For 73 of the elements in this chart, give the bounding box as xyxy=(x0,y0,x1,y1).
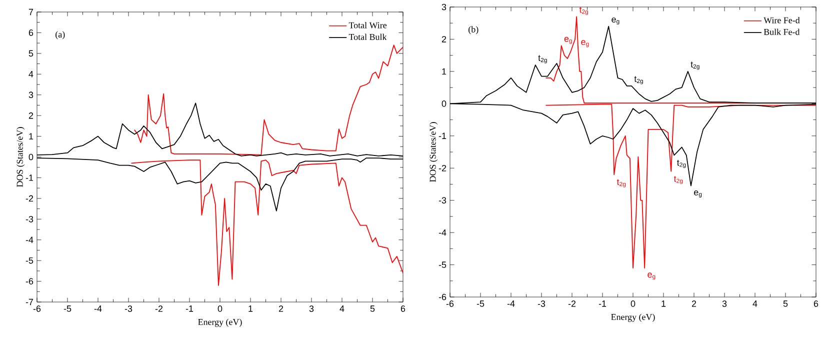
y-axis-title: DOS (States/eV) xyxy=(430,122,438,182)
x-tick-label: -1 xyxy=(598,300,606,307)
y-tick-label: 2 xyxy=(28,112,34,119)
annotation: e$_{g}$ xyxy=(612,18,620,25)
y-tick-label: 6 xyxy=(28,30,34,36)
x-tick-label: 1 xyxy=(248,306,253,312)
x-tick-label: -6 xyxy=(446,300,454,307)
x-tick-label: 6 xyxy=(400,306,406,312)
x-tick-label: 3 xyxy=(309,306,314,312)
y-tick-label: 2 xyxy=(442,36,446,42)
x-tick-label: 5 xyxy=(783,300,788,307)
annotation: e$_{g}$ xyxy=(694,190,702,198)
x-tick-label: 2 xyxy=(692,300,696,307)
x-axis-title: Energy (eV) xyxy=(611,314,655,322)
annotation: t$_{2g}$ xyxy=(674,176,683,184)
x-tick-label: 0 xyxy=(630,300,636,307)
y-tick-label: -4 xyxy=(438,229,446,236)
x-tick-label: -4 xyxy=(507,300,515,307)
annotation: t$_{2g}$ xyxy=(616,179,626,188)
legend-label: Total Wire xyxy=(348,22,387,28)
y-tick-label: -6 xyxy=(438,294,446,300)
legend-label: Bulk Fe-d xyxy=(764,28,800,36)
y-tick-label: 1 xyxy=(442,68,446,75)
x-tick-label: -5 xyxy=(64,306,72,312)
y-tick-label: -1 xyxy=(438,132,446,139)
y-tick-label: -3 xyxy=(438,197,446,204)
annotation: t$_{2g}$ xyxy=(579,6,588,15)
y-tick-label: -4 xyxy=(26,236,34,243)
x-tick-label: -3 xyxy=(538,300,546,307)
y-tick-label: -3 xyxy=(26,216,34,222)
y-tick-label: -2 xyxy=(438,164,446,172)
x-tick-label: 1 xyxy=(662,300,666,307)
text: (b) xyxy=(468,26,478,34)
annotation: e$_{g}$ xyxy=(581,40,589,48)
annotation: e$_{g}$ xyxy=(564,36,572,44)
x-axis-title: Energy (eV) xyxy=(198,318,242,327)
annotation: e$_{g}$ xyxy=(648,272,656,280)
legend-label: Wire Fe-d xyxy=(764,16,800,24)
y-tick-label: 0 xyxy=(28,154,34,160)
x-tick-label: 5 xyxy=(370,306,375,312)
annotation: t$_{2g}$ xyxy=(538,55,547,64)
y-tick-label: 3 xyxy=(28,92,34,98)
y-tick-label: 5 xyxy=(28,50,34,57)
y-tick-label: 4 xyxy=(28,71,34,78)
y-tick-label: 0 xyxy=(442,100,446,107)
x-tick-label: 4 xyxy=(340,306,344,312)
legend-label: Total Bulk xyxy=(348,34,387,40)
x-tick-label: 6 xyxy=(814,300,818,307)
x-tick-label: -2 xyxy=(568,300,576,307)
x-tick-label: -5 xyxy=(476,300,484,307)
annotation: t$_{2g}$ xyxy=(677,160,686,168)
x-tick-label: -6 xyxy=(33,306,41,312)
y-tick-label: 1 xyxy=(29,133,34,140)
y-tick-label: 3 xyxy=(442,4,446,10)
y-tick-label: -1 xyxy=(26,174,34,181)
y-tick-label: -2 xyxy=(26,195,34,202)
x-tick-label: 0 xyxy=(218,306,222,312)
y-tick-label: -5 xyxy=(26,257,34,264)
x-tick-label: 3 xyxy=(722,300,727,307)
x-tick-label: -4 xyxy=(94,306,102,312)
annotation: t$_{2g}$ xyxy=(634,76,643,84)
x-tick-label: -3 xyxy=(124,306,132,312)
x-tick-label: -1 xyxy=(186,306,194,312)
x-tick-label: -2 xyxy=(155,306,163,312)
y-tick-label: 7 xyxy=(28,8,34,16)
y-axis-title: DOS (States/eV) xyxy=(16,127,25,187)
y-tick-label: -7 xyxy=(26,298,34,306)
annotation: t$_{2g}$ xyxy=(690,62,700,70)
y-tick-label: -6 xyxy=(26,278,34,284)
text: (a) xyxy=(56,31,65,40)
x-tick-label: 2 xyxy=(278,306,284,312)
x-tick-label: 4 xyxy=(752,300,758,307)
y-tick-label: -5 xyxy=(438,262,446,268)
